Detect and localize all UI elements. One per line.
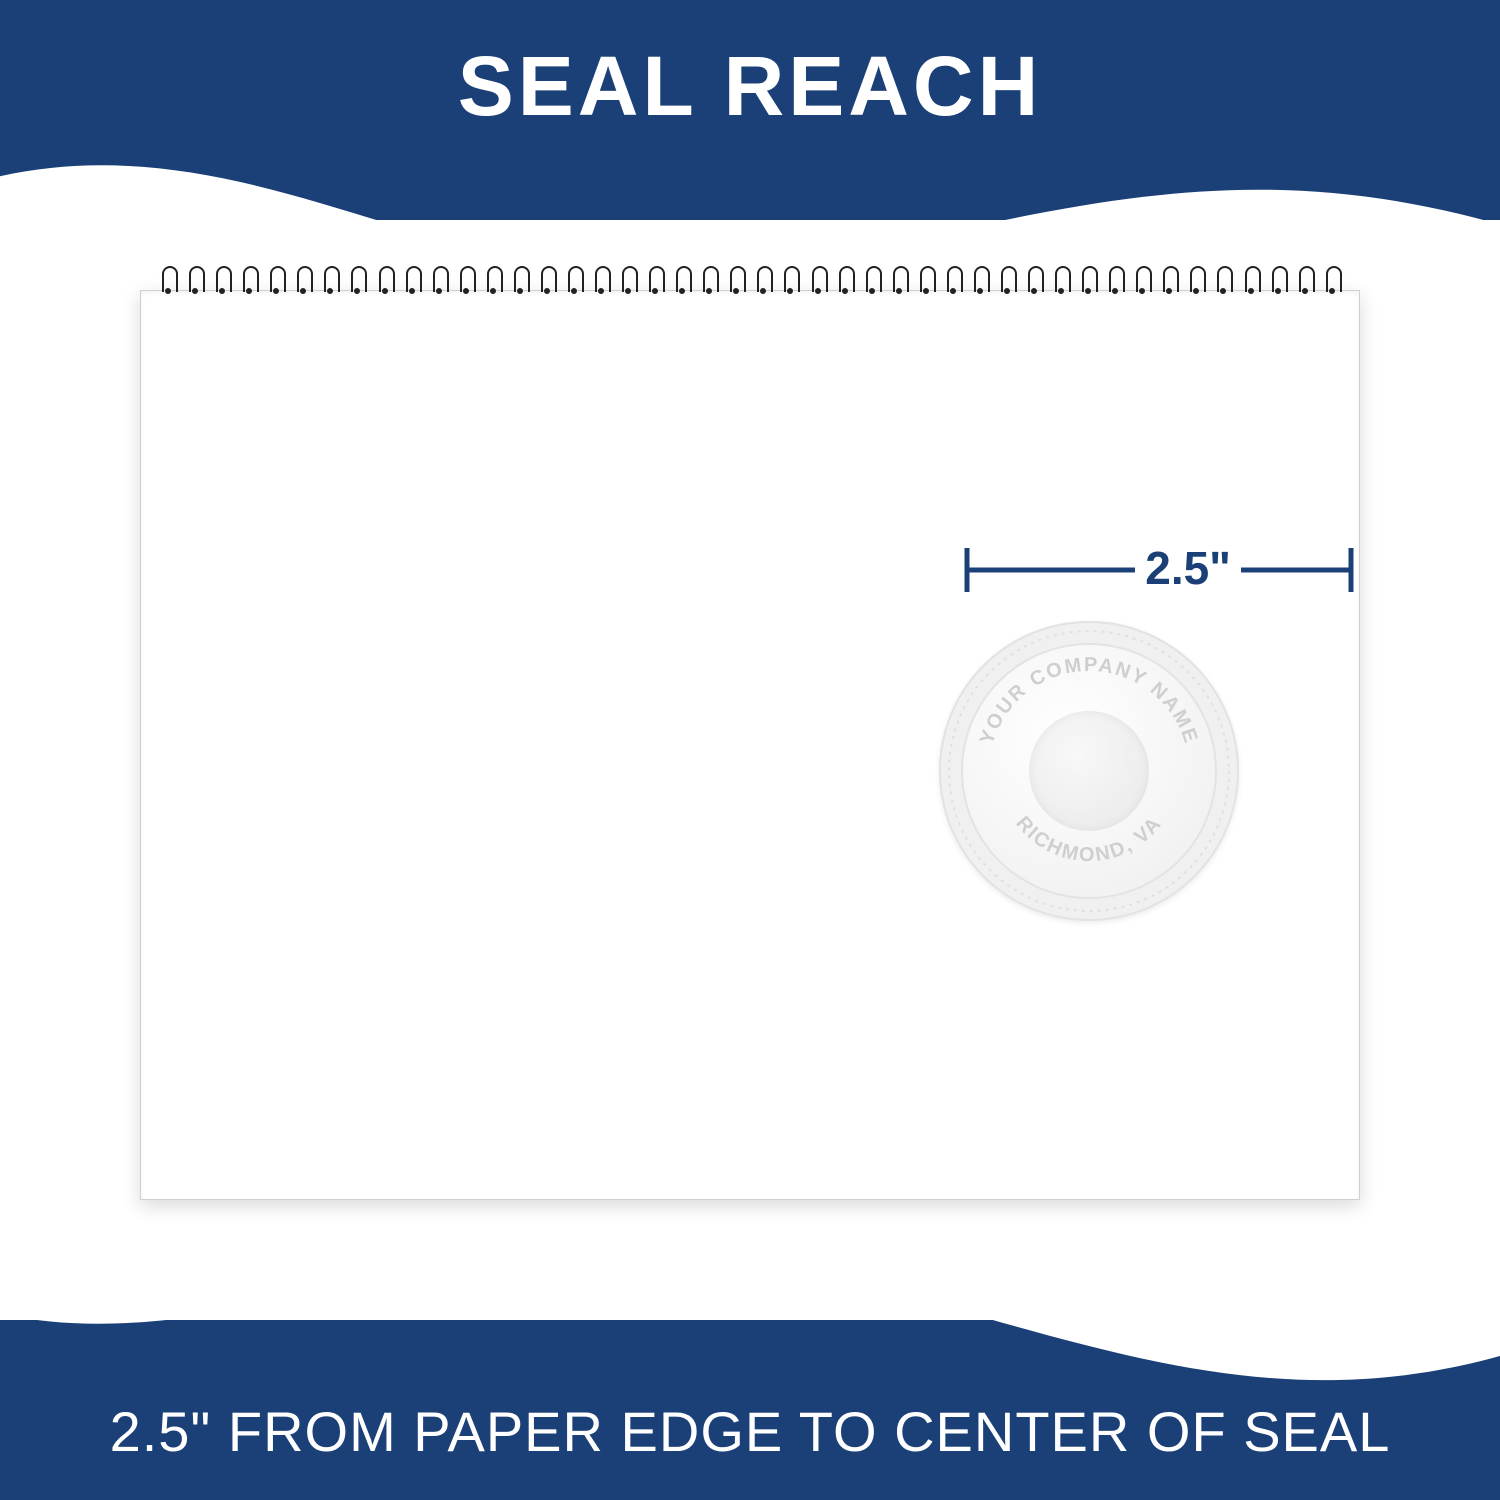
embossed-seal: YOUR COMPANY NAME RICHMOND, VA (939, 621, 1239, 921)
page-title: SEAL REACH (0, 38, 1500, 135)
footer-caption: 2.5" FROM PAPER EDGE TO CENTER OF SEAL (0, 1399, 1500, 1464)
paper-illustration: 2.5" YOUR COMPANY NAME RICHMOND, VA (140, 280, 1360, 1200)
decorative-wave-bottom (0, 1180, 1500, 1400)
seal-center-graphic (1029, 711, 1149, 831)
dimension-callout: 2.5" (959, 535, 1359, 615)
spiral-binding (160, 266, 1340, 302)
dimension-label: 2.5" (1135, 541, 1241, 595)
paper-sheet: 2.5" YOUR COMPANY NAME RICHMOND, VA (140, 290, 1360, 1200)
